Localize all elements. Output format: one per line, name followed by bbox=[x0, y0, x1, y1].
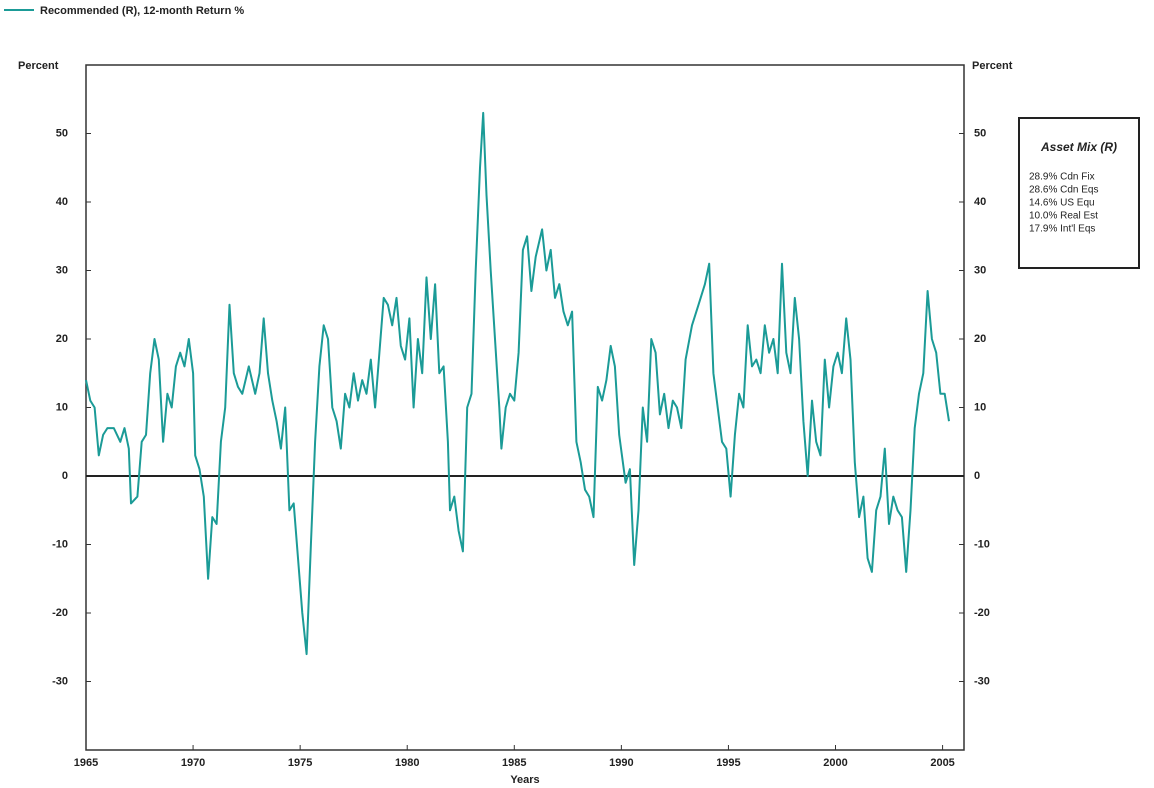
x-tick-label: 1995 bbox=[716, 757, 740, 769]
legend-label: Recommended (R), 12-month Return % bbox=[40, 5, 244, 17]
y2-tick-label: -10 bbox=[974, 538, 990, 550]
y-tick-label: 40 bbox=[56, 196, 68, 208]
x-tick-label: 1970 bbox=[181, 757, 205, 769]
y2-tick-label: 40 bbox=[974, 196, 986, 208]
annotation-line: 28.6% Cdn Eqs bbox=[1029, 185, 1099, 196]
x-tick-label: 1985 bbox=[502, 757, 526, 769]
y-tick-label: 10 bbox=[56, 401, 68, 413]
annotation-box bbox=[1018, 117, 1140, 269]
series-line bbox=[85, 111, 950, 656]
y-tick-label: -30 bbox=[52, 675, 68, 687]
x-tick-label: 1965 bbox=[74, 757, 98, 769]
y-tick-label: -20 bbox=[52, 607, 68, 619]
y-axis-label: Percent bbox=[18, 60, 59, 72]
y2-tick-label: 50 bbox=[974, 127, 986, 139]
y-tick-label: 50 bbox=[56, 127, 68, 139]
y-tick-label: 30 bbox=[56, 264, 68, 276]
y2-tick-label: -30 bbox=[974, 675, 990, 687]
y2-tick-label: 30 bbox=[974, 264, 986, 276]
annotation-line: 17.9% Int'l Eqs bbox=[1029, 224, 1095, 235]
y2-tick-label: 10 bbox=[974, 401, 986, 413]
y-tick-label: 0 bbox=[62, 470, 68, 482]
y2-tick-label: -20 bbox=[974, 607, 990, 619]
y2-tick-label: 0 bbox=[974, 470, 980, 482]
y2-axis-label: Percent bbox=[972, 60, 1013, 72]
x-tick-label: 2005 bbox=[930, 757, 954, 769]
x-tick-label: 1975 bbox=[288, 757, 312, 769]
annotation-line: 14.6% US Equ bbox=[1029, 198, 1095, 209]
plot-frame bbox=[85, 64, 965, 751]
annotation-line: 28.9% Cdn Fix bbox=[1029, 172, 1095, 183]
annotation-title: Asset Mix (R) bbox=[1040, 140, 1117, 154]
y-tick-label: 20 bbox=[56, 333, 68, 345]
x-tick-label: 1990 bbox=[609, 757, 633, 769]
annotation-line: 10.0% Real Est bbox=[1029, 211, 1098, 222]
x-tick-label: 1980 bbox=[395, 757, 419, 769]
x-axis-label: Years bbox=[510, 774, 539, 786]
y2-tick-label: 20 bbox=[974, 333, 986, 345]
x-tick-label: 2000 bbox=[823, 757, 847, 769]
y-tick-label: -10 bbox=[52, 538, 68, 550]
